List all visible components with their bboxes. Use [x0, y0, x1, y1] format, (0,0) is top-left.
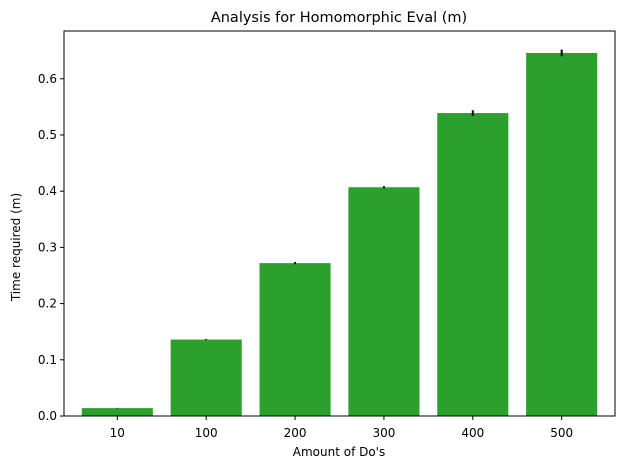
y-tick-label: 0.1: [38, 353, 57, 367]
x-axis: 10 100 200 300 400 500: [110, 416, 573, 440]
x-tick-label: 400: [461, 426, 484, 440]
x-tick-label: 200: [284, 426, 307, 440]
bar-100: [170, 339, 242, 416]
x-tick-label: 500: [550, 426, 573, 440]
y-tick-label: 0.3: [38, 240, 57, 254]
y-axis: 0.0 0.1 0.2 0.3 0.4 0.5 0.6: [38, 72, 64, 423]
x-tick-label: 100: [195, 426, 218, 440]
y-tick-label: 0.2: [38, 297, 57, 311]
y-tick-label: 0.5: [38, 128, 57, 142]
y-tick-label: 0.6: [38, 72, 57, 86]
bar-200: [259, 263, 331, 416]
bar-400: [437, 113, 509, 416]
plot-frame: [63, 30, 616, 417]
x-axis-label: Amount of Do's: [293, 445, 385, 459]
y-tick-label: 0.4: [38, 184, 57, 198]
y-axis-label: Time required (m): [9, 193, 23, 302]
bar-300: [348, 187, 420, 416]
x-tick-label: 300: [372, 426, 395, 440]
bar-500: [526, 52, 598, 416]
y-tick-label: 0.0: [38, 409, 57, 423]
bars-group: [81, 52, 598, 416]
x-tick-label: 10: [110, 426, 125, 440]
chart-title: Analysis for Homomorphic Eval (m): [211, 10, 467, 26]
error-bars-group: [116, 49, 563, 409]
bar-10: [81, 408, 153, 416]
